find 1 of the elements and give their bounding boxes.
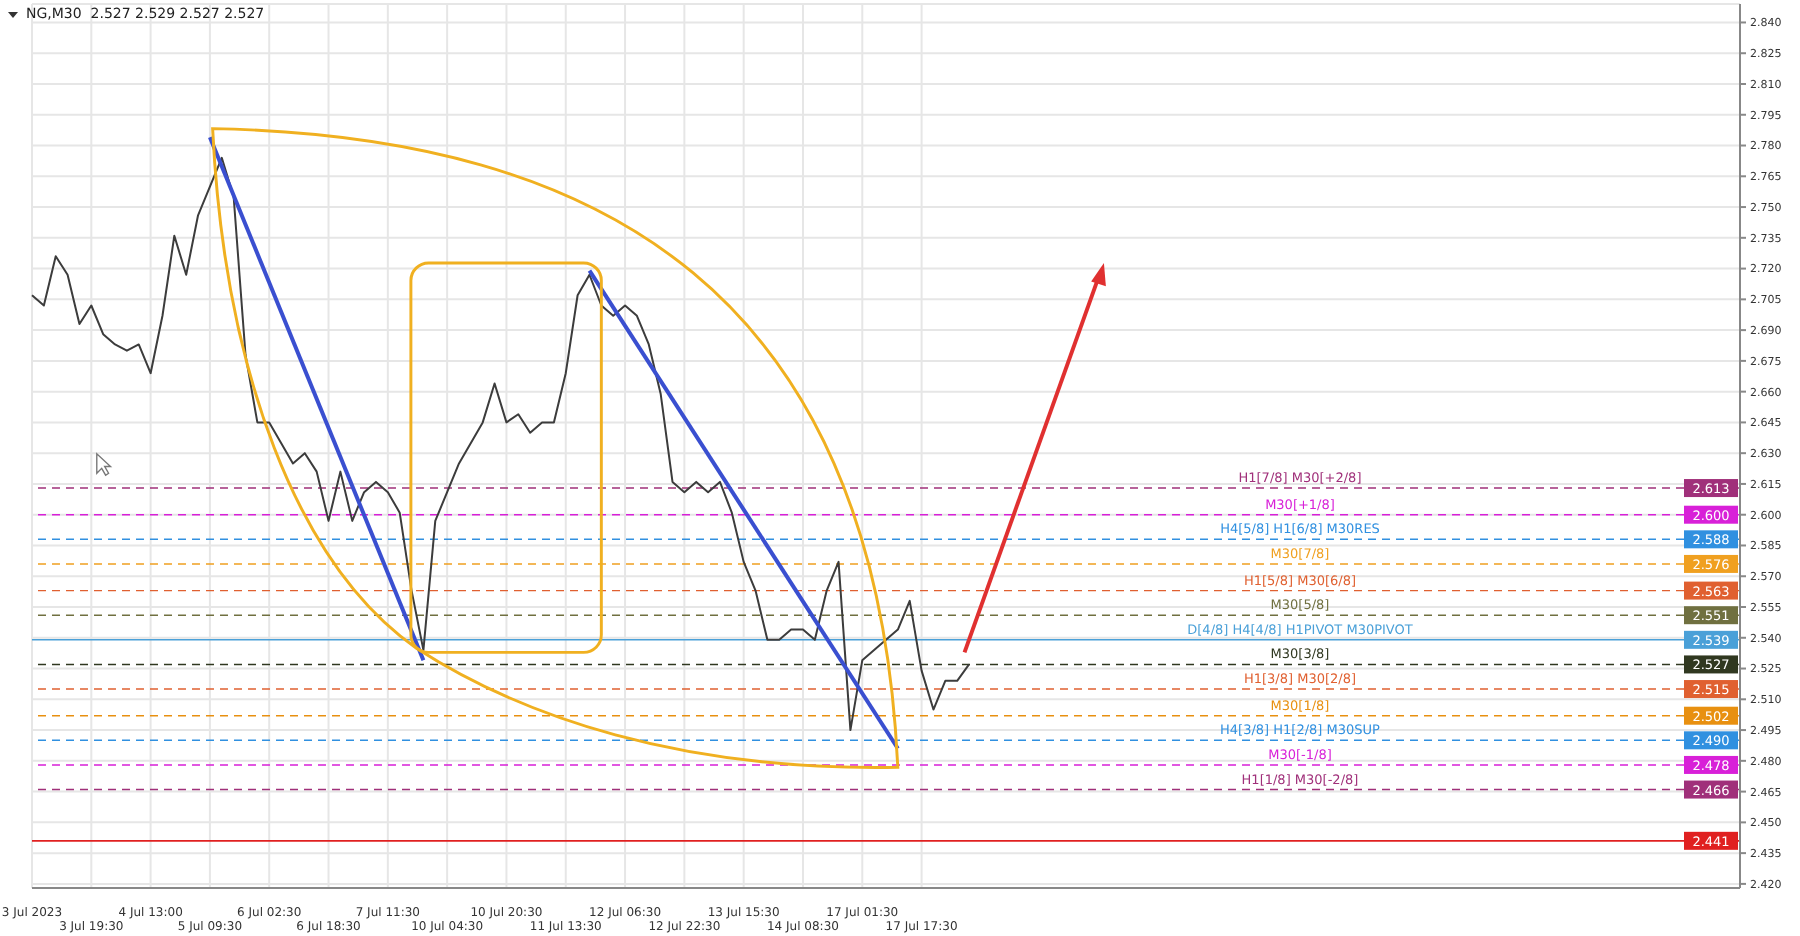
line-series	[31, 156, 971, 732]
